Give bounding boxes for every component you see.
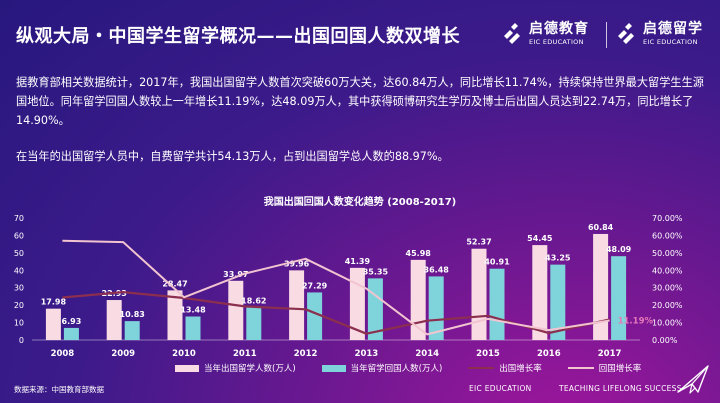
y-left-tick: 0 <box>19 336 24 345</box>
outbound-bar <box>593 233 609 340</box>
y-left-tick: 20 <box>14 301 24 310</box>
returnee-bar-label: 48.09 <box>606 245 632 254</box>
outbound-bar-label: 41.39 <box>345 257 371 266</box>
eic-education-logo[interactable]: 启德教育 EIC EDUCATION <box>500 22 589 46</box>
outbound-bar-label: 39.96 <box>284 259 310 268</box>
legend-swatch <box>567 367 594 369</box>
y-right-tick: 40.00% <box>652 266 683 275</box>
intro-paragraph: 据教育部相关数据统计，2017年，我国出国留学人数首次突破60万大关，达60.8… <box>16 76 704 127</box>
outbound-bar-label: 60.84 <box>588 223 614 232</box>
x-tick-label: 2017 <box>598 349 622 359</box>
logo-divider <box>606 22 607 48</box>
returnee-bar-label: 40.91 <box>484 258 510 267</box>
returnee-bar <box>185 316 201 340</box>
chart-title: 我国出国回国人数变化趋势 (2008-2017) <box>263 197 457 208</box>
outbound-bar <box>410 259 426 340</box>
returnee-bar-label: 13.48 <box>180 306 206 315</box>
outbound-bar-label: 54.45 <box>527 234 553 243</box>
y-left-tick: 50 <box>14 249 24 258</box>
logo-text-en: EIC EDUCATION <box>643 38 698 47</box>
legend-label: 出国增长率 <box>499 364 542 374</box>
returnee-bar <box>489 268 505 340</box>
y-left-tick: 40 <box>14 266 24 275</box>
y-right-tick: 70.00% <box>652 214 683 223</box>
paper-plane-icon <box>677 365 709 394</box>
returnee-bar <box>124 321 140 340</box>
outbound-bar-label: 52.37 <box>466 238 491 247</box>
y-right-tick: 20.00% <box>652 301 683 310</box>
outbound-bar <box>532 245 548 340</box>
outbound-bar-label: 33.97 <box>223 270 248 279</box>
legend-label: 回国增长率 <box>598 364 642 374</box>
returnee-bar-label: 27.29 <box>302 281 328 290</box>
y-left-tick: 30 <box>14 284 24 293</box>
x-tick-label: 2013 <box>355 349 379 359</box>
logo-text-cn: 启德留学 <box>643 21 703 38</box>
eic-logo-icon <box>618 23 634 44</box>
returnee-bar <box>63 327 79 340</box>
logo-text-en: EIC EDUCATION <box>529 38 584 47</box>
footer-brand: EIC EDUCATION <box>469 384 532 393</box>
outbound-bar <box>289 270 305 340</box>
x-tick-label: 2011 <box>233 349 257 359</box>
y-right-tick: 0.00% <box>652 336 678 345</box>
legend-label: 当年出国留学人数(万人) <box>204 364 296 374</box>
y-right-tick: 60.00% <box>652 231 683 240</box>
legend-swatch <box>321 364 346 372</box>
returnee-bar-label: 6.93 <box>62 317 82 326</box>
y-left-tick: 10 <box>14 319 24 328</box>
returnee-rate-line <box>62 239 610 336</box>
returnee-bar <box>550 264 566 340</box>
returnee-bar <box>428 276 444 340</box>
returnee-bar <box>611 256 627 340</box>
returnee-bar-label: 18.62 <box>241 297 266 306</box>
returnee-bar-label: 43.25 <box>545 254 571 263</box>
outbound-bar <box>228 280 244 340</box>
legend-item-outbound-rate: 出国增长率 <box>468 362 542 374</box>
legend-item-outbound: 当年出国留学人数(万人) <box>175 362 296 374</box>
footer-slogan: TEACHING LIFELONG SUCCESS <box>559 384 682 393</box>
y-left-tick: 60 <box>14 231 24 240</box>
x-tick-label: 2016 <box>537 349 561 359</box>
eic-study-abroad-logo[interactable]: 启德留学 EIC EDUCATION <box>614 22 703 46</box>
legend-swatch <box>175 364 199 372</box>
legend-item-returnee-rate: 回国增长率 <box>567 362 642 374</box>
rate-annotation: 11.19% <box>618 316 654 326</box>
y-left-tick: 70 <box>14 214 24 223</box>
returnee-bar-label: 35.35 <box>363 267 389 276</box>
x-tick-label: 2015 <box>476 349 500 359</box>
eic-logo-icon <box>504 23 520 44</box>
legend-swatch <box>468 367 495 369</box>
x-tick-label: 2008 <box>51 349 75 359</box>
y-right-tick: 50.00% <box>652 249 683 258</box>
outbound-bar <box>167 290 183 340</box>
page-title: 纵观大局・中国学生留学概况——出国回国人数双增长 <box>16 26 460 47</box>
outbound-bar-label: 17.98 <box>41 298 67 307</box>
returnee-bar-label: 36.48 <box>424 265 450 274</box>
returnee-bar <box>246 307 262 340</box>
x-tick-label: 2009 <box>111 349 135 359</box>
y-right-tick: 30.00% <box>652 284 683 293</box>
x-tick-label: 2012 <box>294 349 318 359</box>
chart-legend: 当年出国留学人数(万人) 当年留学回国人数(万人) 出国增长率 回国增长率 <box>175 362 667 374</box>
outbound-bar <box>106 300 122 340</box>
legend-label: 当年留学回国人数(万人) <box>350 364 443 374</box>
logo-text-cn: 启德教育 <box>529 21 589 38</box>
x-tick-label: 2010 <box>172 349 196 359</box>
data-source: 数据来源：中国教育部数据 <box>14 385 104 394</box>
outbound-bar <box>45 308 61 340</box>
legend-item-returnee: 当年留学回国人数(万人) <box>321 362 443 374</box>
x-tick-label: 2014 <box>415 349 439 359</box>
self-funded-paragraph: 在当年的出国留学人员中，自费留学共计54.13万人，占到出国留学总人数的88.9… <box>16 150 449 163</box>
returnee-bar-label: 10.83 <box>120 310 145 319</box>
outbound-bar-label: 45.98 <box>406 249 432 258</box>
y-right-tick: 10.00% <box>652 319 683 328</box>
returnee-bar <box>307 292 323 340</box>
outbound-bar-label: 28.47 <box>162 279 187 288</box>
